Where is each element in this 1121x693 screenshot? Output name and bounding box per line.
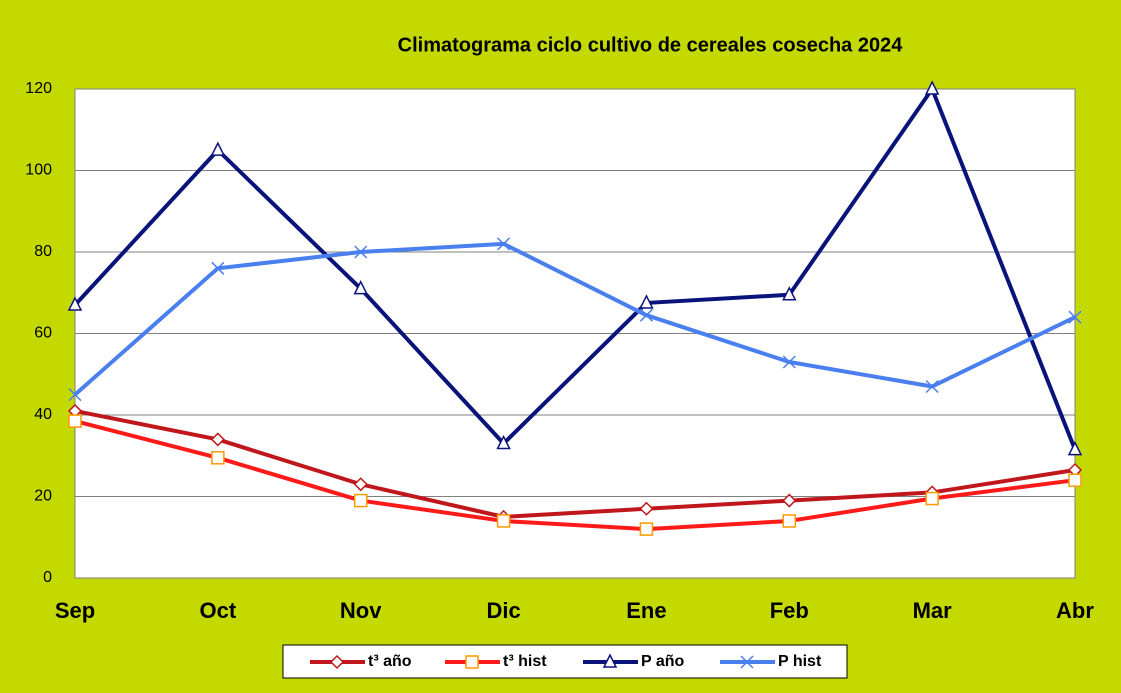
x-tick-label: Nov: [340, 598, 382, 623]
marker: [782, 493, 797, 508]
marker: [1068, 473, 1082, 487]
x-tick-label: Ene: [626, 598, 666, 623]
legend-label: t³ hist: [503, 653, 547, 670]
marker: [211, 261, 225, 275]
y-tick-label: 100: [25, 162, 52, 179]
x-tick-label: Oct: [200, 598, 237, 623]
chart-title: Climatograma ciclo cultivo de cereales c…: [398, 34, 904, 56]
marker: [497, 237, 511, 251]
x-tick-label: Mar: [913, 598, 953, 623]
marker: [1067, 440, 1083, 456]
y-tick-label: 40: [34, 406, 52, 423]
y-tick-label: 80: [34, 243, 52, 260]
legend-label: P hist: [778, 653, 822, 670]
marker: [1068, 310, 1082, 324]
marker: [353, 493, 368, 508]
marker: [496, 514, 511, 528]
marker: [211, 451, 225, 465]
legend-marker: [465, 655, 479, 669]
x-tick-label: Dic: [486, 598, 520, 623]
y-tick-label: 120: [25, 80, 52, 97]
marker: [68, 414, 82, 428]
marker: [925, 379, 939, 394]
marker: [68, 388, 82, 402]
legend-label: P año: [641, 653, 685, 670]
x-tick-label: Feb: [770, 598, 809, 623]
series-line: [74, 408, 1076, 519]
y-tick-label: 0: [43, 569, 52, 586]
series-line: [73, 241, 1076, 397]
marker: [639, 308, 653, 322]
marker: [496, 434, 511, 450]
marker: [354, 245, 368, 259]
legend-marker: [329, 654, 345, 670]
legend-label: t³ año: [368, 653, 412, 670]
marker: [353, 279, 368, 295]
y-tick-label: 20: [34, 488, 52, 505]
series-line: [74, 419, 1076, 532]
marker: [782, 355, 796, 369]
series-line: [73, 87, 1077, 451]
marker: [210, 141, 226, 156]
y-tick-label: 60: [34, 325, 52, 342]
legend-marker: [602, 653, 618, 668]
marker: [210, 432, 225, 447]
marker: [353, 477, 368, 492]
x-tick-label: Abr: [1056, 598, 1094, 623]
marker: [67, 296, 83, 311]
marker: [925, 491, 939, 506]
marker: [782, 514, 797, 528]
marker: [639, 501, 654, 516]
marker: [924, 80, 940, 95]
legend-marker: [740, 655, 754, 669]
x-tick-label: Sep: [55, 598, 95, 623]
marker: [782, 286, 797, 301]
marker: [639, 294, 654, 309]
marker: [639, 522, 654, 536]
